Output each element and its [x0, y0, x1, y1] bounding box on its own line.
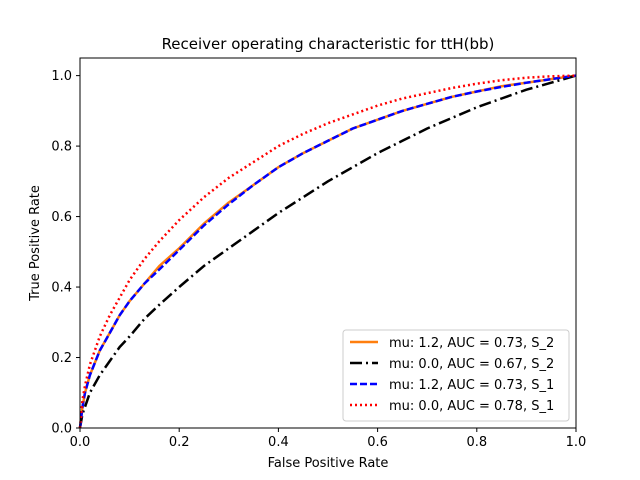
- roc-curve-2: [78, 74, 577, 429]
- x-axis-label: False Positive Rate: [268, 456, 389, 471]
- x-tick-label: 0.6: [367, 435, 388, 450]
- y-tick-label: 0.6: [51, 210, 72, 225]
- legend-label: mu: 1.2, AUC = 0.73, S_2: [389, 336, 554, 351]
- y-tick-label: 0.0: [51, 422, 72, 437]
- y-axis-label: True Positive Rate: [28, 185, 43, 302]
- series-lines: [78, 74, 577, 429]
- x-tick-label: 0.8: [466, 435, 487, 450]
- x-tick-label: 1.0: [566, 435, 587, 450]
- y-axis-ticks: 0.0 0.2 0.4 0.6 0.8 1.0: [51, 69, 80, 437]
- x-tick-label: 0.2: [169, 435, 190, 450]
- legend-label: mu: 0.0, AUC = 0.67, S_2: [389, 357, 554, 372]
- x-tick-label: 0.4: [268, 435, 289, 450]
- legend-label: mu: 0.0, AUC = 0.78, S_1: [389, 399, 554, 414]
- x-axis-ticks: 0.0 0.2 0.4 0.6 0.8 1.0: [70, 428, 587, 450]
- y-tick-label: 0.8: [51, 140, 72, 155]
- x-tick-label: 0.0: [70, 435, 91, 450]
- y-tick-label: 0.4: [51, 281, 72, 296]
- legend: mu: 1.2, AUC = 0.73, S_2 mu: 0.0, AUC = …: [342, 329, 570, 422]
- roc-curve-3: [78, 74, 577, 429]
- chart-title: Receiver operating characteristic for tt…: [162, 35, 495, 53]
- plot-frame: [79, 57, 577, 429]
- legend-box: [342, 329, 570, 422]
- legend-label: mu: 1.2, AUC = 0.73, S_1: [389, 378, 554, 393]
- roc-curve-4: [78, 74, 577, 429]
- y-tick-label: 0.2: [51, 351, 72, 366]
- y-tick-label: 1.0: [51, 69, 72, 84]
